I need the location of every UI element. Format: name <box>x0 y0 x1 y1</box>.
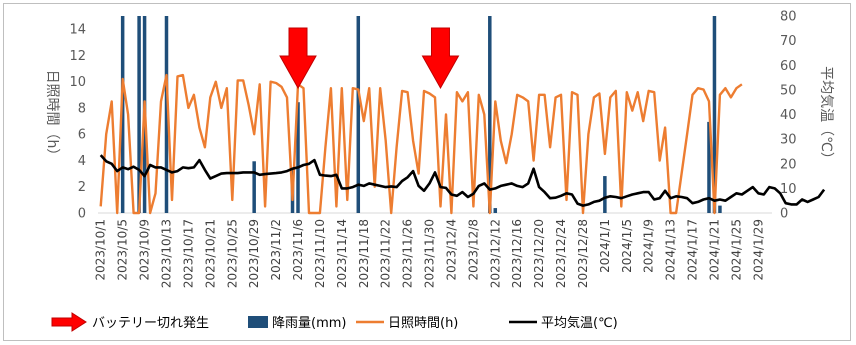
x-tick-label: 2023/10/25 <box>225 219 239 288</box>
battery-arrows <box>279 27 460 90</box>
rainfall-bar <box>252 161 256 213</box>
right-tick-label: 30 <box>780 133 797 148</box>
x-tick-label: 2023/10/9 <box>138 219 152 281</box>
x-tick-label: 2024/1/13 <box>664 219 678 281</box>
legend: バッテリー切れ発生 降雨量(mm) 日照時間(h) 平均気温(℃) <box>51 312 618 332</box>
x-tick-label: 2024/1/17 <box>686 219 700 281</box>
legend-rain-swatch <box>248 316 268 328</box>
rainfall-bar <box>707 121 711 213</box>
x-tick-label: 2024/1/1 <box>598 219 612 273</box>
legend-battery-arrow-icon <box>51 312 87 332</box>
sunshine-line-group <box>99 73 743 215</box>
x-tick-label: 2024/1/21 <box>707 219 721 281</box>
temperature-line-group <box>99 154 826 207</box>
x-tick-label: 2024/1/25 <box>729 219 743 281</box>
x-tick-label: 2023/11/14 <box>335 219 349 288</box>
rainfall-bar <box>120 16 125 213</box>
x-tick-label: 2024/1/9 <box>642 219 656 273</box>
x-tick-label: 2023/11/6 <box>291 219 305 281</box>
rainfall-bar <box>603 176 607 213</box>
rainfall-bar <box>493 208 498 213</box>
left-tick-label: 10 <box>69 75 86 90</box>
sunshine-line <box>99 73 743 215</box>
legend-label: 平均気温(℃) <box>541 315 618 331</box>
x-tick-label: 2023/12/20 <box>532 219 546 288</box>
x-tick-label: 2024/1/29 <box>751 219 765 281</box>
right-tick-label: 0 <box>780 207 788 222</box>
left-tick-label: 0 <box>78 207 86 222</box>
left-tick-label: 6 <box>78 128 86 143</box>
left-tick-label: 2 <box>78 180 86 195</box>
x-tick-label: 2023/11/26 <box>401 219 415 288</box>
battery-event-arrow <box>279 27 317 90</box>
rainfall-bar <box>296 102 300 213</box>
rainfall-bar <box>164 16 169 213</box>
x-tick-label: 2023/12/4 <box>444 219 458 281</box>
x-tick-label: 2023/10/13 <box>159 219 173 288</box>
x-tick-label: 2023/11/18 <box>357 219 371 288</box>
rainfall-bar <box>356 16 361 213</box>
left-axis-label: 日照時間（h） <box>44 70 60 163</box>
temperature-line <box>99 154 826 207</box>
left-tick-label: 12 <box>69 49 86 64</box>
x-tick-label: 2023/11/2 <box>269 219 283 281</box>
left-axis-ticks: 0 2 4 6 8 10 12 14 <box>69 23 86 222</box>
left-tick-label: 8 <box>78 101 86 116</box>
right-axis-ticks: 0 10 20 30 40 50 60 70 80 <box>780 10 797 222</box>
right-tick-label: 50 <box>780 83 797 98</box>
right-tick-label: 20 <box>780 157 797 172</box>
x-tick-label: 2023/10/17 <box>181 219 195 288</box>
rainfall-bar <box>718 205 722 213</box>
x-tick-label: 2023/12/8 <box>466 219 480 281</box>
x-axis-ticks: 2023/10/1 2023/10/5 2023/10/9 2023/10/13 202… <box>94 219 766 288</box>
right-tick-label: 70 <box>780 34 797 49</box>
x-tick-label: 2023/11/10 <box>313 219 327 288</box>
x-tick-label: 2023/10/29 <box>247 219 261 288</box>
legend-label: 日照時間(h) <box>388 316 458 331</box>
x-tick-label: 2023/12/24 <box>554 219 568 288</box>
right-tick-label: 40 <box>780 108 797 123</box>
left-tick-label: 4 <box>78 154 86 169</box>
x-tick-label: 2023/11/30 <box>423 219 437 288</box>
x-tick-label: 2024/1/5 <box>620 219 634 273</box>
chart-frame: 日照時間（h） 平均気温（℃） 0 2 4 6 8 10 12 14 0 10 20 30 40 50 6… <box>3 3 851 341</box>
left-tick-label: 14 <box>69 23 86 38</box>
right-axis-label: 平均気温（℃） <box>818 66 834 166</box>
right-tick-label: 10 <box>780 182 797 197</box>
x-tick-label: 2023/12/28 <box>576 219 590 288</box>
right-tick-label: 80 <box>780 10 797 25</box>
combo-chart: 日照時間（h） 平均気温（℃） 0 2 4 6 8 10 12 14 0 10 20 30 40 50 6… <box>44 10 834 332</box>
x-tick-label: 2023/12/16 <box>510 219 524 288</box>
x-tick-label: 2023/10/21 <box>203 219 217 288</box>
x-tick-label: 2023/10/5 <box>116 219 130 281</box>
x-tick-label: 2023/11/22 <box>379 219 393 288</box>
x-tick-label: 2023/12/12 <box>488 219 502 288</box>
legend-label: 降雨量(mm) <box>272 316 346 331</box>
rainfall-bar <box>137 16 141 213</box>
battery-event-arrow <box>421 27 460 90</box>
rainfall-bar <box>488 16 492 213</box>
rainfall-bar <box>712 16 717 213</box>
right-tick-label: 60 <box>780 59 797 74</box>
legend-label: バッテリー切れ発生 <box>92 316 209 331</box>
x-tick-label: 2023/10/1 <box>94 219 108 281</box>
